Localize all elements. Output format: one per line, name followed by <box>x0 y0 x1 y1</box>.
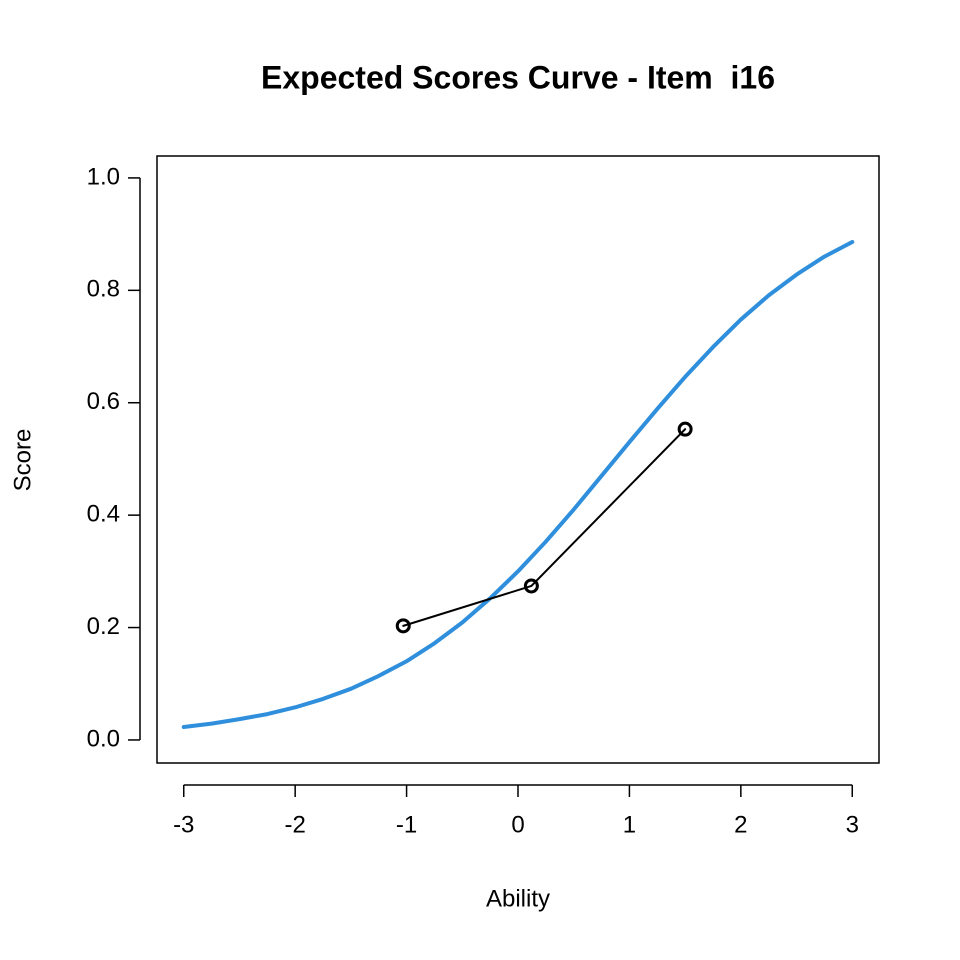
y-tick-label: 1.0 <box>87 163 120 190</box>
series-line <box>402 428 687 627</box>
chart-title: Expected Scores Curve - Item i16 <box>261 59 775 95</box>
y-tick-label: 0.6 <box>87 388 120 415</box>
y-tick-label: 0.8 <box>87 276 120 303</box>
y-tick-label: 0.2 <box>87 613 120 640</box>
x-tick-label: 0 <box>511 811 524 838</box>
x-axis-label: Ability <box>486 885 550 912</box>
series-line <box>181 239 855 730</box>
y-tick-label: 0.4 <box>87 500 120 527</box>
y-axis-label: Score <box>9 429 36 492</box>
x-tick-label: 3 <box>846 811 859 838</box>
x-tick-label: -2 <box>284 811 305 838</box>
point-marker <box>395 618 411 634</box>
y-tick-label: 0.0 <box>87 725 120 752</box>
x-tick-label: 1 <box>623 811 636 838</box>
point-marker <box>523 578 539 594</box>
x-tick-label: -3 <box>173 811 194 838</box>
point-marker <box>677 421 693 437</box>
x-tick-label: -1 <box>396 811 417 838</box>
plot-frame <box>156 155 880 764</box>
x-tick-label: 2 <box>734 811 747 838</box>
